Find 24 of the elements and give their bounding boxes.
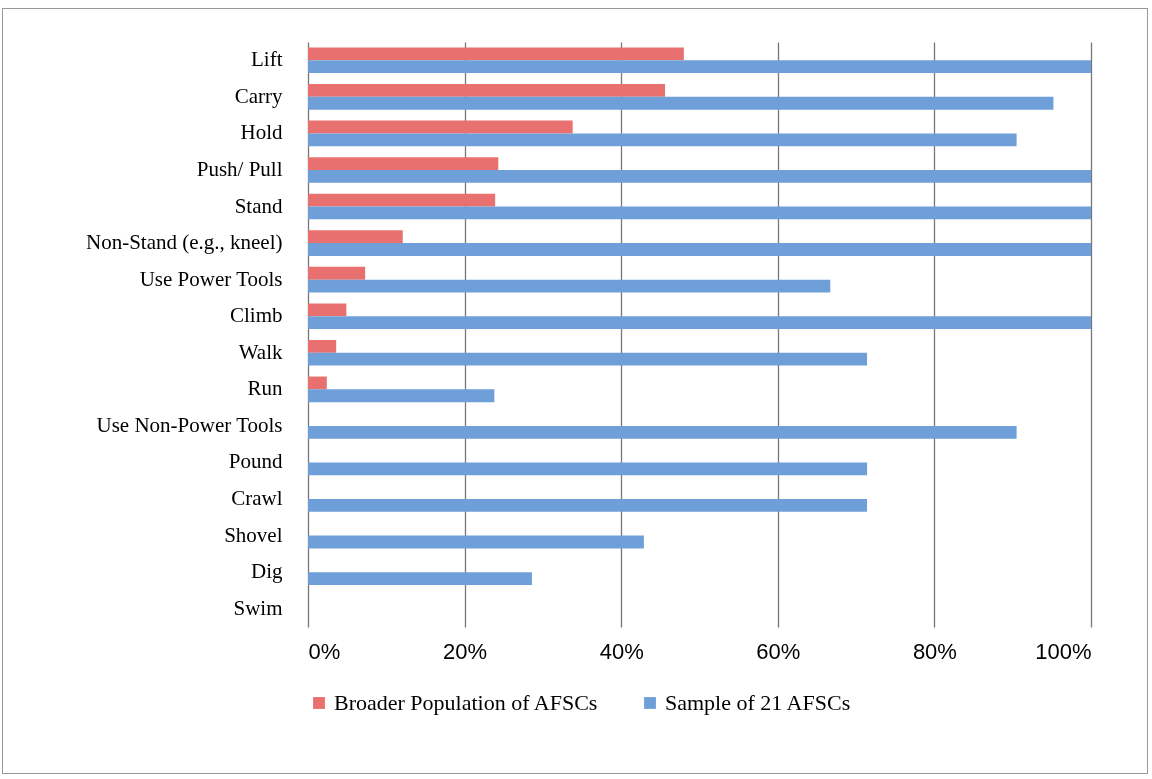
x-tick-label: 40% [599, 638, 644, 664]
x-tick-label: 80% [912, 638, 957, 664]
legend-label: Broader Population of AFSCs [334, 690, 598, 715]
y-tick-label: Climb [229, 303, 283, 328]
y-tick-label: Carry [234, 83, 283, 108]
y-tick-label: Crawl [231, 486, 283, 511]
y-tick-label: Lift [251, 47, 283, 72]
x-tick-label: 20% [443, 638, 488, 664]
y-tick-label: Shovel [224, 522, 283, 547]
y-tick-label: Run [247, 376, 283, 401]
y-tick-label: Use Power Tools [139, 266, 283, 291]
y-tick-label: Stand [234, 193, 283, 218]
y-tick-label: Push/ Pull [196, 156, 283, 181]
y-tick-label: Pound [228, 449, 283, 474]
x-tick-label: 100% [1035, 638, 1092, 664]
legend-label: Sample of 21 AFSCs [665, 690, 851, 715]
y-tick-label: Dig [251, 559, 283, 584]
y-tick-label: Use Non-Power Tools [96, 412, 283, 437]
x-tick-label: 60% [756, 638, 801, 664]
y-tick-label: Hold [240, 120, 283, 145]
y-tick-label: Non-Stand (e.g., kneel) [85, 230, 283, 255]
x-tick-label: 0% [308, 638, 341, 664]
y-tick-label: Walk [238, 339, 283, 364]
y-tick-label: Swim [233, 595, 283, 620]
